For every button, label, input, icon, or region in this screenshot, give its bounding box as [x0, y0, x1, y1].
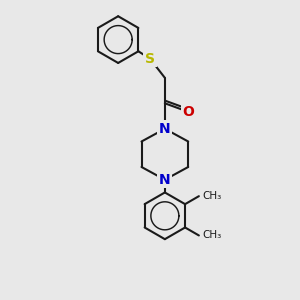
Text: CH₃: CH₃	[202, 230, 221, 241]
Text: O: O	[182, 105, 194, 119]
Text: N: N	[159, 122, 171, 136]
Text: CH₃: CH₃	[202, 191, 221, 201]
Text: N: N	[159, 173, 171, 187]
Text: S: S	[145, 52, 155, 66]
